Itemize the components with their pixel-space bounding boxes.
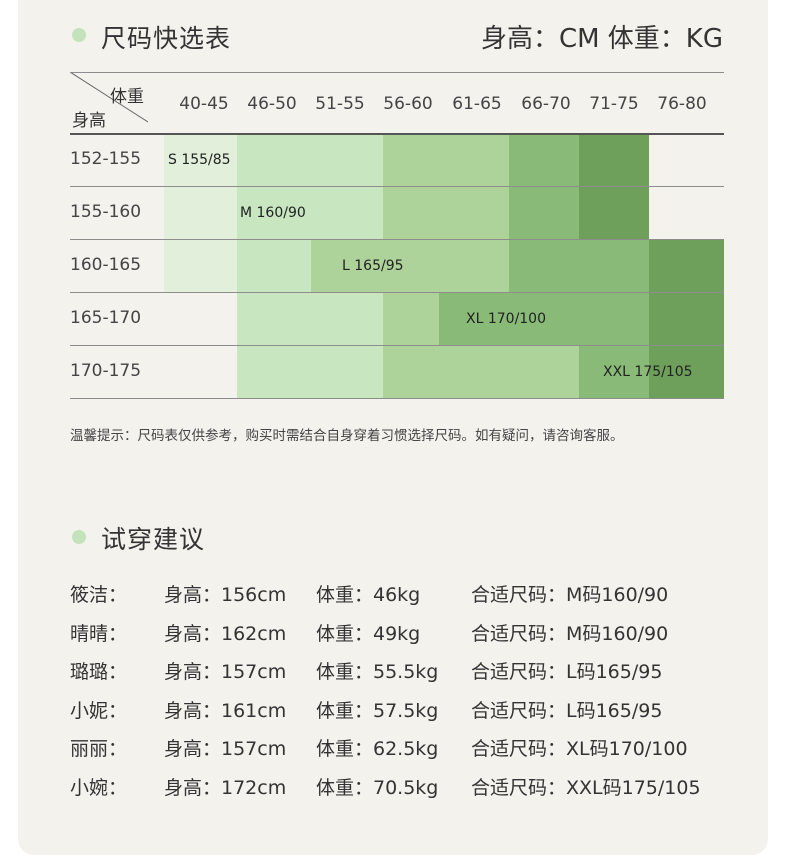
size-cell <box>311 239 509 292</box>
table-divider <box>70 398 724 399</box>
size-cell <box>579 186 649 239</box>
model-name: 小婉： <box>70 777 128 799</box>
model-height: 身高：157cm <box>164 661 287 684</box>
model-weight: 体重：62.5kg <box>316 738 439 761</box>
table-divider <box>70 133 724 135</box>
weight-column-header: 66-70 <box>521 94 571 114</box>
model-height: 身高：162cm <box>164 622 287 645</box>
size-cell <box>164 133 237 186</box>
size-cell <box>237 133 383 186</box>
size-chart-title: 尺码快选表 <box>101 24 232 53</box>
model-height: 身高：157cm <box>164 738 287 761</box>
recommended-size: 合适尺码：XXL码175/105 <box>471 777 701 799</box>
size-label: XXL 175/105 <box>603 364 693 380</box>
section-dot-icon <box>72 530 86 544</box>
size-cell <box>509 186 579 239</box>
size-label: S 155/85 <box>168 152 231 168</box>
unit-note: 身高：CM 体重：KG <box>480 24 723 54</box>
size-label: XL 170/100 <box>466 311 547 327</box>
size-label: M 160/90 <box>240 205 306 221</box>
recommended-size: 合适尺码：XL码170/100 <box>471 738 688 761</box>
recommended-size: 合适尺码：M码160/90 <box>471 622 669 645</box>
model-weight: 体重：57.5kg <box>316 699 439 722</box>
recommended-size: 合适尺码：L码165/95 <box>471 699 663 722</box>
weight-column-header: 61-65 <box>452 94 502 114</box>
model-height: 身高：172cm <box>164 777 287 799</box>
model-name: 小妮： <box>70 699 128 722</box>
model-name: 筱洁： <box>70 584 128 606</box>
size-cell <box>579 345 649 398</box>
model-weight: 体重：49kg <box>316 622 421 645</box>
height-row-header: 160-165 <box>70 255 142 275</box>
size-chart-table: 体重 身高 40-45 46-50 51-55 56-60 61-65 66-70 71-7… <box>70 72 724 399</box>
size-cell <box>237 186 383 239</box>
fitting-advice-title: 试穿建议 <box>101 525 206 554</box>
table-divider <box>70 239 724 240</box>
weight-column-header: 40-45 <box>179 94 229 114</box>
size-cell <box>164 239 237 292</box>
model-weight: 体重：55.5kg <box>316 661 439 684</box>
recommended-size: 合适尺码：L码165/95 <box>471 661 663 684</box>
weight-column-header: 56-60 <box>383 94 433 114</box>
size-cell <box>383 186 509 239</box>
section-dot-icon <box>72 28 86 42</box>
size-cell <box>509 239 649 292</box>
model-weight: 体重：46kg <box>316 584 421 606</box>
model-height: 身高：161cm <box>164 699 287 722</box>
size-cell <box>439 292 649 345</box>
height-row-header: 165-170 <box>70 308 142 328</box>
table-divider <box>70 72 724 73</box>
height-row-header: 170-175 <box>70 361 142 381</box>
height-row-header: 152-155 <box>70 149 142 169</box>
size-cell <box>649 345 724 398</box>
size-cell <box>237 345 383 398</box>
corner-weight-label: 体重 <box>110 87 144 107</box>
size-cell <box>383 292 439 345</box>
table-divider <box>70 186 724 187</box>
weight-column-header: 51-55 <box>315 94 365 114</box>
size-cell <box>579 133 649 186</box>
size-label: L 165/95 <box>342 258 404 274</box>
model-name: 丽丽： <box>70 738 128 761</box>
size-tip: 温馨提示：尺码表仅供参考，购买时需结合自身穿着习惯选择尺码。如有疑问，请咨询客服… <box>70 428 624 444</box>
model-weight: 体重：70.5kg <box>316 777 439 799</box>
corner-height-label: 身高 <box>72 111 106 131</box>
size-cell <box>237 239 311 292</box>
diagonal-divider <box>70 72 148 123</box>
height-row-header: 155-160 <box>70 202 142 222</box>
size-cell <box>237 292 383 345</box>
model-height: 身高：156cm <box>164 584 287 606</box>
size-cell <box>649 292 724 345</box>
model-name: 晴晴： <box>70 622 128 645</box>
recommended-size: 合适尺码：M码160/90 <box>471 584 669 606</box>
weight-column-header: 46-50 <box>247 94 297 114</box>
weight-column-header: 76-80 <box>657 94 707 114</box>
table-divider <box>70 292 724 293</box>
model-name: 璐璐： <box>70 661 128 684</box>
size-cell <box>649 239 724 292</box>
size-cell <box>383 345 579 398</box>
size-cell <box>509 133 579 186</box>
size-cell <box>383 133 509 186</box>
weight-column-header: 71-75 <box>589 94 639 114</box>
size-cell <box>164 186 237 239</box>
table-divider <box>70 345 724 346</box>
